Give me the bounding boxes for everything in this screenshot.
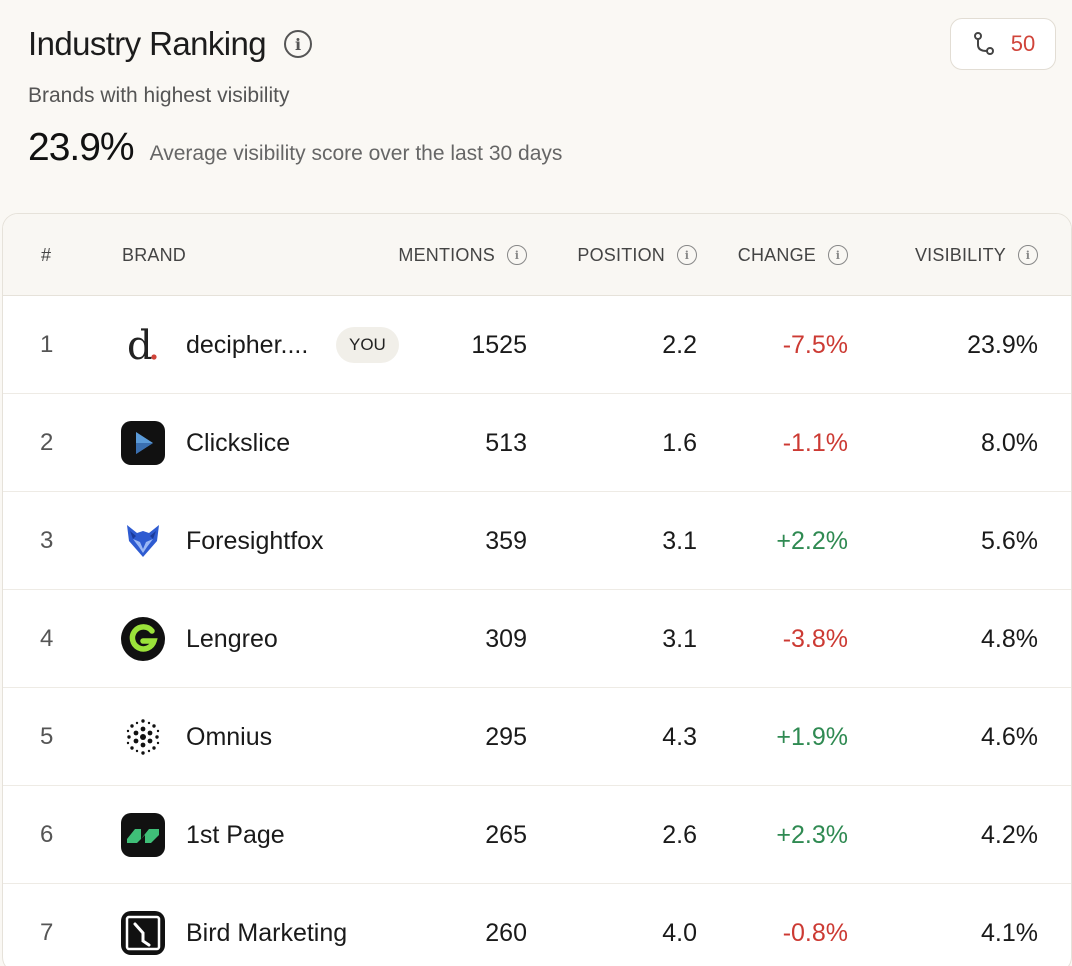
- change-cell: +1.9%: [776, 722, 848, 751]
- column-visibility[interactable]: VISIBILITY i: [915, 214, 1038, 296]
- column-position-label: POSITION: [577, 244, 665, 265]
- clickslice-logo: [121, 394, 165, 492]
- brand-name: Lengreo: [186, 624, 278, 653]
- column-change[interactable]: CHANGE i: [738, 214, 848, 296]
- mentions-cell: 260: [485, 918, 527, 947]
- visibility-cell: 5.6%: [981, 526, 1038, 555]
- brand-name: Omnius: [186, 722, 273, 751]
- change-cell: +2.3%: [776, 820, 848, 849]
- omnius-logo: [121, 688, 165, 786]
- branch-count: 50: [1010, 31, 1036, 56]
- table-row[interactable]: 3 Foresightfox 359 3.1 +2.2% 5.6%: [3, 492, 1071, 590]
- mentions-cell: 513: [485, 428, 527, 457]
- average-score-description: Average visibility score over the last 3…: [149, 142, 563, 165]
- page-title: Industry Ranking: [28, 25, 267, 62]
- table-row[interactable]: 6 1st Page 265 2.6 +2.3% 4.2%: [3, 786, 1071, 884]
- branch-icon: [973, 32, 994, 55]
- column-position[interactable]: POSITION i: [577, 214, 697, 296]
- visibility-cell: 4.6%: [981, 722, 1038, 751]
- column-change-label: CHANGE: [737, 244, 816, 265]
- visibility-cell: 4.8%: [981, 624, 1038, 653]
- lengreo-logo: [121, 590, 165, 688]
- column-visibility-label: VISIBILITY: [914, 244, 1006, 265]
- table-row[interactable]: 4 Lengreo 309 3.1 -3.8% 4.8%: [3, 590, 1071, 688]
- branch-count-button[interactable]: 50: [950, 18, 1056, 70]
- mentions-cell: 265: [485, 820, 527, 849]
- decipher-logo: d: [121, 296, 165, 394]
- visibility-cell: 23.9%: [967, 330, 1038, 359]
- position-cell: 4.3: [662, 722, 697, 751]
- rank-cell: 1: [40, 331, 54, 358]
- change-cell: -7.5%: [782, 330, 848, 359]
- table-row[interactable]: 2 Clickslice 513 1.6 -1.1% 8.0%: [3, 394, 1071, 492]
- column-rank: #: [41, 244, 52, 265]
- visibility-cell: 4.2%: [981, 820, 1038, 849]
- rank-cell: 5: [40, 723, 54, 750]
- 1stpage-logo: [121, 786, 165, 884]
- column-brand: BRAND: [122, 244, 187, 265]
- visibility-cell: 4.1%: [981, 918, 1038, 947]
- mentions-cell: 295: [485, 722, 527, 751]
- position-cell: 4.0: [662, 918, 697, 947]
- rank-cell: 2: [40, 429, 54, 456]
- position-cell: 2.2: [662, 330, 697, 359]
- brand-name: Clickslice: [186, 428, 291, 457]
- position-cell: 3.1: [662, 624, 697, 653]
- svg-text:d: d: [127, 323, 153, 367]
- position-cell: 1.6: [662, 428, 697, 457]
- column-mentions-label: MENTIONS: [398, 244, 495, 265]
- info-icon[interactable]: i: [1018, 245, 1038, 265]
- subtitle: Brands with highest visibility: [28, 84, 290, 107]
- ranking-header: Industry Ranking i Brands with highest v…: [28, 24, 1056, 170]
- column-mentions[interactable]: MENTIONS i: [398, 214, 527, 296]
- table-row[interactable]: 1 d decipher.... YOU 1525 2.2 -7.5% 23.9…: [3, 296, 1071, 394]
- position-cell: 3.1: [662, 526, 697, 555]
- bird-marketing-logo: [121, 884, 165, 966]
- rank-cell: 4: [40, 625, 54, 652]
- brand-name: Foresightfox: [186, 526, 324, 555]
- brand-name: 1st Page: [186, 820, 285, 849]
- visibility-cell: 8.0%: [981, 428, 1038, 457]
- mentions-cell: 359: [485, 526, 527, 555]
- table-header: # BRAND MENTIONS i POSITION i CHANGE i V…: [3, 214, 1071, 296]
- rank-cell: 6: [40, 821, 54, 848]
- average-score: 23.9%: [28, 126, 135, 169]
- info-icon[interactable]: i: [507, 245, 527, 265]
- info-icon[interactable]: i: [284, 30, 313, 58]
- foresightfox-logo: [121, 492, 165, 590]
- brand-name: Bird Marketing: [186, 918, 348, 947]
- mentions-cell: 309: [485, 624, 527, 653]
- you-badge: YOU: [336, 327, 399, 363]
- change-cell: -3.8%: [782, 624, 848, 653]
- change-cell: -1.1%: [782, 428, 848, 457]
- brand-name: decipher....: [186, 330, 309, 359]
- rank-cell: 3: [40, 527, 54, 554]
- table-row[interactable]: 7 Bird Marketing 260 4.0 -0.8% 4.1%: [3, 884, 1071, 966]
- change-cell: +2.2%: [776, 526, 848, 555]
- mentions-cell: 1525: [471, 330, 527, 359]
- info-icon[interactable]: i: [677, 245, 697, 265]
- change-cell: -0.8%: [782, 918, 848, 947]
- rank-cell: 7: [40, 919, 54, 946]
- ranking-table: # BRAND MENTIONS i POSITION i CHANGE i V…: [2, 213, 1072, 966]
- table-row[interactable]: 5 Omnius 295 4.3 +1.9% 4.6%: [3, 688, 1071, 786]
- info-icon[interactable]: i: [828, 245, 848, 265]
- position-cell: 2.6: [662, 820, 697, 849]
